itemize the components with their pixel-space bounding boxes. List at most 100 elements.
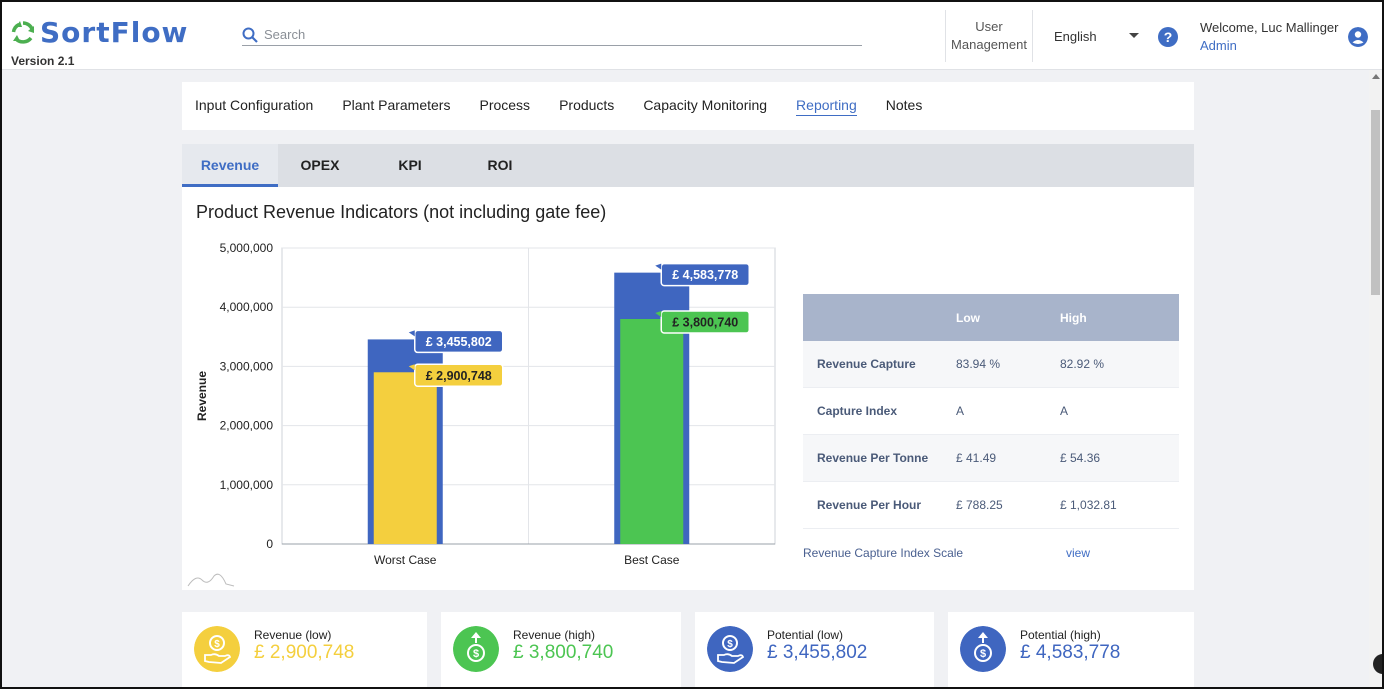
table-row: Capture Index A A — [803, 388, 1179, 435]
coin-up-icon: $ — [453, 626, 499, 672]
data-label-revenue: £ 2,900,748 — [426, 369, 492, 383]
app-name: SortFlow — [40, 16, 189, 49]
chat-bubble-icon[interactable] — [1369, 654, 1383, 674]
row-value-low: 83.94 % — [956, 357, 1001, 371]
metrics-table: Low High Revenue Capture 83.94 % 82.92 %… — [803, 294, 1179, 529]
y-tick-label: 3,000,000 — [220, 359, 274, 373]
search-input[interactable]: Search — [264, 27, 306, 42]
search-icon — [242, 27, 258, 43]
account-icon[interactable] — [1348, 27, 1368, 47]
svg-text:$: $ — [214, 639, 220, 650]
table-header: Low High — [803, 294, 1179, 341]
x-tick-label: Worst Case — [374, 553, 437, 567]
table-row: Revenue Per Tonne £ 41.49 £ 54.36 — [803, 435, 1179, 482]
top-bar: SortFlow Version 2.1 Search User Managem… — [2, 2, 1382, 70]
user-management-label-1: User — [975, 19, 1003, 34]
welcome-block: Welcome, Luc Mallinger Admin — [1200, 19, 1338, 55]
data-label-potential-pointer — [655, 263, 662, 270]
view-scale-link[interactable]: view — [1066, 546, 1091, 560]
svg-text:$: $ — [980, 648, 986, 660]
tab-kpi[interactable]: KPI — [398, 157, 422, 173]
data-label-revenue-box — [414, 363, 504, 388]
hand-coin-icon: $ — [707, 626, 753, 672]
logo[interactable]: SortFlow — [10, 16, 188, 49]
data-label-potential: £ 4,583,778 — [672, 268, 738, 282]
tab-reporting[interactable]: Reporting — [796, 97, 857, 116]
card-label: Revenue (low) — [254, 628, 332, 642]
card-value: £ 4,583,778 — [1020, 642, 1121, 663]
y-tick-label: 4,000,000 — [220, 300, 274, 314]
data-label-revenue-pointer — [655, 310, 662, 317]
tab-revenue[interactable]: Revenue — [182, 144, 278, 187]
tab-products[interactable]: Products — [559, 97, 615, 113]
data-label-potential: £ 3,455,802 — [426, 335, 492, 349]
user-management-label-2: Management — [951, 37, 1027, 52]
tab-input-configuration[interactable]: Input Configuration — [195, 97, 314, 113]
reporting-panel: Revenue OPEX KPI ROI Product Revenue Ind… — [182, 144, 1194, 590]
column-header-high: High — [1060, 310, 1087, 325]
user-role[interactable]: Admin — [1200, 38, 1237, 53]
tab-opex[interactable]: OPEX — [300, 157, 340, 173]
row-label: Revenue Capture — [817, 357, 916, 371]
row-label: Revenue Per Hour — [817, 498, 922, 512]
row-value-low: A — [956, 404, 965, 418]
row-value-low: £ 41.49 — [956, 451, 997, 465]
row-value-low: £ 788.25 — [956, 498, 1003, 512]
card-revenue-high: $ Revenue (high) £ 3,800,740 — [441, 612, 681, 687]
table-row: Revenue Capture 83.94 % 82.92 % — [803, 341, 1179, 388]
revenue-chart: 0 1,000,000 2,000,000 3,000,000 4,000,000 5,0… — [187, 241, 776, 587]
chevron-down-icon[interactable] — [1129, 33, 1139, 38]
tab-capacity-monitoring[interactable]: Capacity Monitoring — [643, 97, 768, 113]
row-label: Revenue Per Tonne — [817, 451, 929, 465]
data-label-revenue-pointer — [408, 364, 415, 371]
sub-tabs: Revenue OPEX KPI ROI — [182, 144, 1194, 187]
card-label: Potential (low) — [767, 628, 844, 642]
bar-revenue — [373, 372, 437, 544]
recycle-icon — [11, 20, 35, 44]
main-tabs: Input Configuration Plant Parameters Pro… — [182, 82, 1194, 130]
help-icon[interactable]: ? — [1158, 27, 1178, 47]
tab-notes[interactable]: Notes — [885, 97, 923, 113]
language-select[interactable]: English — [1054, 29, 1097, 44]
welcome-text: Welcome, Luc Mallinger — [1200, 20, 1339, 35]
chart-watermark-icon — [187, 573, 235, 587]
card-revenue-low: $ Revenue (low) £ 2,900,748 — [182, 612, 427, 687]
svg-text:$: $ — [727, 639, 733, 650]
data-label-potential-pointer — [408, 330, 415, 337]
svg-text:$: $ — [473, 648, 479, 660]
card-label: Revenue (high) — [513, 628, 596, 642]
column-header-low: Low — [956, 310, 980, 325]
data-label-revenue: £ 3,800,740 — [672, 315, 738, 329]
row-label: Capture Index — [817, 404, 898, 418]
data-label-potential-box — [414, 329, 504, 354]
scrollbar-thumb[interactable] — [1371, 110, 1380, 295]
row-value-high: A — [1060, 404, 1069, 418]
tab-roi[interactable]: ROI — [487, 157, 513, 173]
row-value-high: £ 54.36 — [1060, 451, 1101, 465]
y-tick-label: 2,000,000 — [220, 419, 274, 433]
search-field[interactable]: Search — [242, 24, 862, 46]
capture-index-scale: Revenue Capture Index Scale view — [803, 546, 1179, 560]
card-label: Potential (high) — [1020, 628, 1101, 642]
tab-plant-parameters[interactable]: Plant Parameters — [342, 97, 451, 113]
tab-process[interactable]: Process — [479, 97, 531, 113]
coin-up-icon: $ — [960, 626, 1006, 672]
y-axis-label: Revenue — [195, 371, 209, 421]
y-tick-label: 0 — [266, 537, 273, 551]
hand-coin-icon: $ — [194, 626, 240, 672]
data-label-revenue-box — [660, 310, 750, 334]
scroll-up-arrow-icon[interactable] — [1372, 74, 1380, 79]
data-label-potential-box — [660, 262, 750, 287]
bar-revenue — [620, 318, 684, 544]
row-value-high: £ 1,032.81 — [1060, 498, 1117, 512]
card-value: £ 3,800,740 — [513, 642, 614, 663]
card-value: £ 3,455,802 — [767, 642, 868, 663]
y-tick-label: 1,000,000 — [220, 478, 274, 492]
table-row: Revenue Per Hour £ 788.25 £ 1,032.81 — [803, 482, 1179, 529]
user-management-button[interactable]: User Management — [945, 10, 1033, 62]
card-potential-high: $ Potential (high) £ 4,583,778 — [948, 612, 1194, 687]
scale-label: Revenue Capture Index Scale — [803, 546, 964, 560]
card-potential-low: $ Potential (low) £ 3,455,802 — [695, 612, 934, 687]
page-title: Product Revenue Indicators (not includin… — [196, 202, 607, 222]
